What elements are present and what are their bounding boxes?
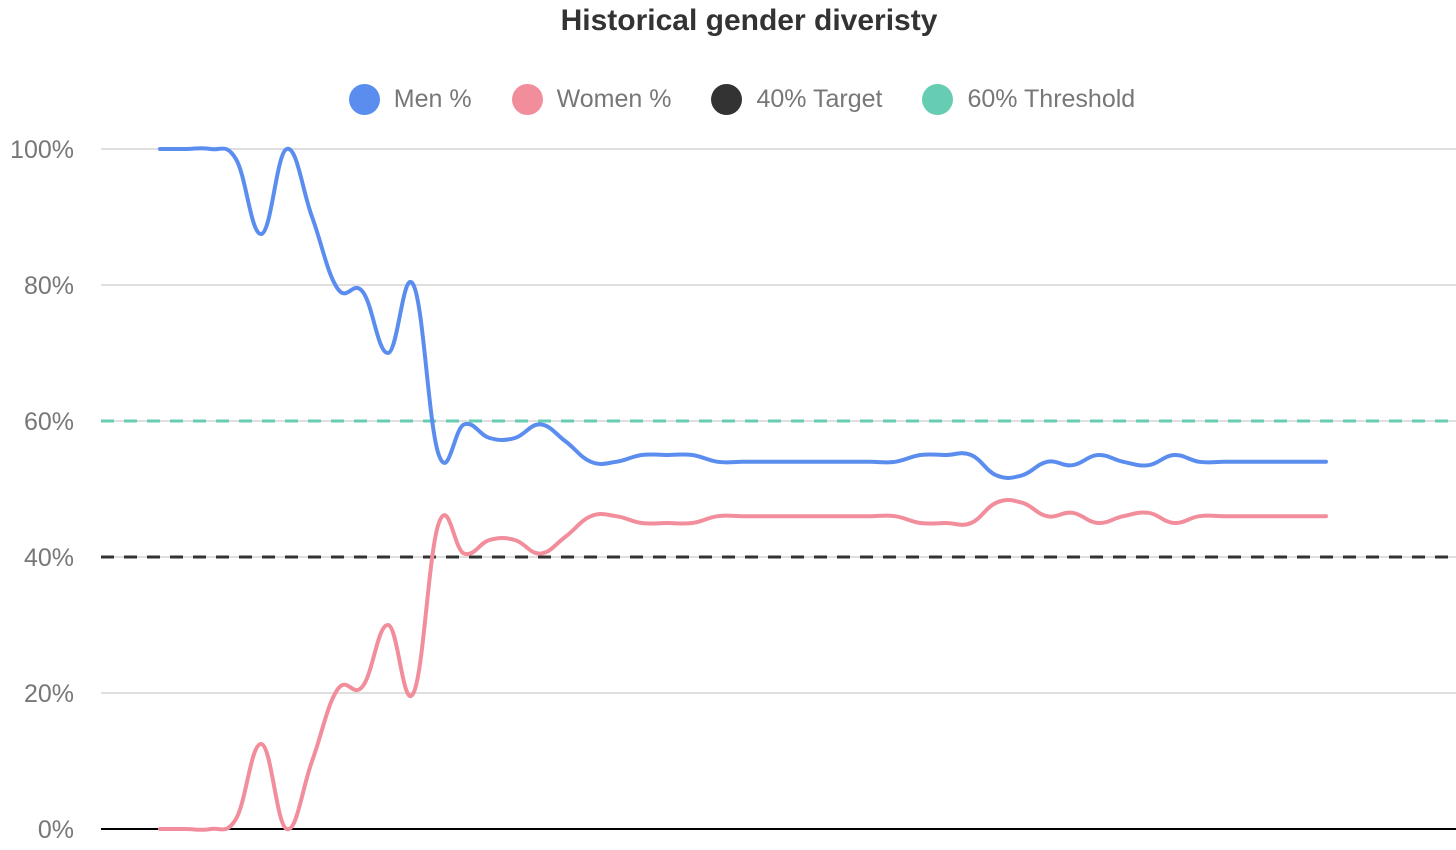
legend-label-women: Women %: [556, 85, 672, 113]
series-line-women: [158, 498, 1328, 832]
legend-item-target[interactable]: 40% Target: [711, 84, 882, 115]
y-tick-label: 60%: [24, 408, 74, 436]
y-tick-label: 40%: [24, 544, 74, 572]
legend: Men % Women % 40% Target 60% Threshold: [0, 84, 1456, 115]
y-tick-label: 100%: [10, 136, 74, 164]
legend-marker-men: [348, 84, 380, 115]
legend-marker-women: [511, 84, 543, 115]
y-tick-label: 0%: [38, 816, 74, 844]
y-tick-label: 20%: [24, 680, 74, 708]
y-tick-label: 80%: [24, 272, 74, 300]
legend-item-men[interactable]: Men %: [348, 84, 472, 115]
series-line-men: [158, 146, 1328, 480]
legend-label-threshold: 60% Threshold: [967, 85, 1136, 113]
legend-item-women[interactable]: Women %: [511, 84, 672, 115]
legend-label-men: Men %: [393, 85, 472, 113]
legend-marker-target: [711, 84, 743, 115]
legend-label-target: 40% Target: [756, 85, 883, 113]
chart-title: Historical gender diveristy: [560, 4, 938, 37]
legend-marker-threshold: [922, 84, 954, 115]
legend-item-threshold[interactable]: 60% Threshold: [922, 84, 1135, 115]
